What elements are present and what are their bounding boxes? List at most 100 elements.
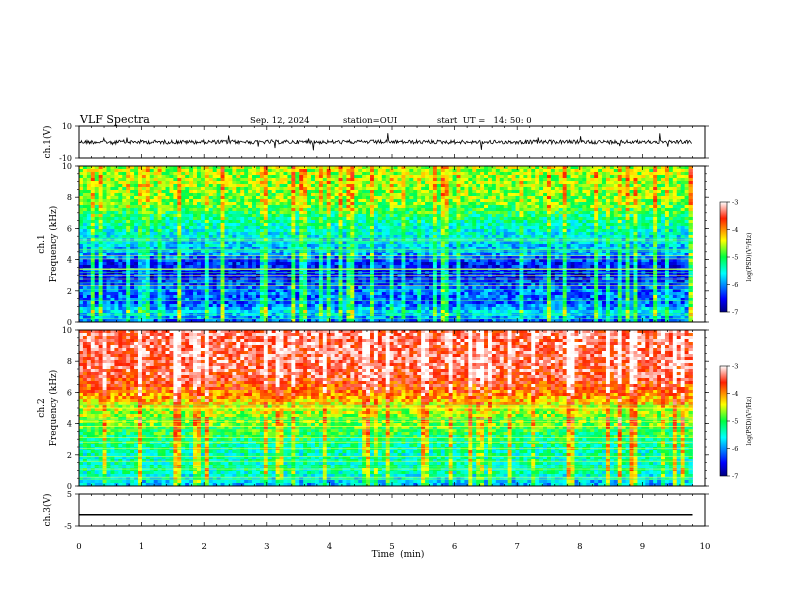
spectrogram-cell: [495, 187, 501, 191]
spectrogram-cell: [381, 235, 387, 239]
spectrogram-cell: [114, 229, 119, 233]
spectrogram-cell: [153, 181, 159, 185]
spectrogram-cell: [177, 214, 182, 218]
spectrogram-cell: [519, 208, 524, 212]
spectrogram-cell: [377, 187, 383, 191]
spectrogram-cell: [444, 226, 450, 230]
spectrogram-cell: [468, 232, 473, 236]
spectrogram-cell: [208, 235, 214, 239]
spectrogram-cell: [350, 190, 355, 194]
spectrogram-cell: [456, 244, 461, 248]
spectrogram-cell: [114, 220, 119, 224]
spectrogram-cell: [232, 181, 237, 185]
spectrogram-cell: [543, 172, 548, 176]
spectrogram-cell: [609, 184, 615, 188]
spectrogram-cell: [126, 229, 131, 233]
spectrogram-cell: [177, 232, 182, 236]
spectrogram-cell: [338, 196, 343, 200]
spectrogram-cell: [452, 196, 457, 200]
spectrogram-cell: [118, 259, 123, 263]
spectrogram-cell: [609, 193, 615, 197]
spectrogram-cell: [130, 184, 135, 188]
spectrogram-cell: [425, 226, 430, 230]
spectrogram-cell: [193, 166, 198, 170]
spectrogram-cell: [314, 241, 320, 245]
spectrogram-cell: [657, 247, 662, 251]
spectrogram-cell: [546, 193, 552, 197]
spectrogram-cell: [216, 229, 221, 233]
spectrogram-cell: [558, 208, 564, 212]
spectrogram-cell: [358, 178, 363, 182]
spectrogram-cell: [381, 166, 387, 170]
spectrogram-cell: [106, 196, 111, 200]
spectrogram-cell: [263, 175, 269, 179]
spectrogram-cell: [263, 214, 269, 218]
spectrogram-cell: [181, 187, 186, 191]
spectrogram-cell: [436, 217, 442, 221]
spectrogram-cell: [429, 217, 434, 221]
spectrogram-cell: [299, 196, 304, 200]
spectrogram-cell: [617, 235, 623, 239]
spectrogram-cell: [381, 253, 387, 257]
spectrogram-cell: [672, 229, 678, 233]
spectrogram-cell: [609, 205, 615, 209]
spectrogram-cell: [590, 223, 595, 227]
spectrogram-cell: [468, 196, 473, 200]
spectrogram-cell: [228, 193, 233, 197]
spectrogram-cell: [429, 220, 434, 224]
spectrogram-cell: [539, 256, 544, 260]
spectrogram-cell: [574, 256, 579, 260]
spectrogram-cell: [370, 244, 375, 248]
spectrogram-cell: [543, 193, 548, 197]
spectrogram-cell: [531, 178, 536, 182]
spectrogram-cell: [531, 172, 536, 176]
spectrogram-cell: [189, 226, 194, 230]
spectrogram-cell: [562, 247, 568, 251]
spectrogram-cell: [641, 244, 646, 248]
spectrogram-cell: [137, 247, 143, 251]
spectrogram-cell: [377, 253, 383, 257]
spectrogram-cell: [661, 256, 666, 260]
spectrogram-cell: [425, 202, 430, 206]
spectrogram-cell: [157, 220, 162, 224]
spectrogram-cell: [570, 223, 575, 227]
spectrogram-cell: [629, 202, 634, 206]
spectrogram-cell: [527, 196, 532, 200]
spectrogram-cell: [582, 184, 587, 188]
spectrogram-cell: [484, 217, 489, 221]
spectrogram-cell: [196, 169, 202, 173]
spectrogram-cell: [570, 184, 575, 188]
spectrogram-cell: [464, 220, 469, 224]
spectrogram-cell: [582, 190, 587, 194]
spectrogram-cell: [668, 175, 674, 179]
spectrogram-cell: [535, 253, 540, 257]
spectrogram-cell: [456, 184, 461, 188]
spectrogram-cell: [456, 223, 461, 227]
spectrogram-cell: [291, 223, 296, 227]
spectrogram-cell: [460, 202, 465, 206]
spectrogram-cell: [322, 217, 328, 221]
spectrogram-cell: [271, 208, 277, 212]
spectrogram-cell: [291, 208, 296, 212]
spectrogram-cell: [440, 229, 446, 233]
spectrogram-cell: [366, 211, 371, 215]
spectrogram-cell: [554, 247, 560, 251]
spectrogram-cell: [566, 211, 571, 215]
spectrogram-cell: [149, 193, 155, 197]
spectrogram-cell: [657, 169, 662, 173]
spectrogram-cell: [590, 232, 595, 236]
spectrogram-cell: [161, 184, 166, 188]
spectrogram-cell: [613, 214, 619, 218]
spectrogram-cell: [539, 253, 544, 257]
spectrogram-cell: [625, 214, 630, 218]
spectrogram-cell: [688, 235, 693, 239]
spectrogram-cell: [314, 226, 320, 230]
spectrogram-cell: [311, 220, 316, 224]
spectrogram-cell: [598, 247, 603, 251]
spectrogram-cell: [598, 205, 603, 209]
spectrogram-cell: [338, 175, 343, 179]
spectrogram-cell: [196, 190, 202, 194]
spectrogram-cell: [244, 256, 249, 260]
spectrogram-cell: [362, 217, 367, 221]
